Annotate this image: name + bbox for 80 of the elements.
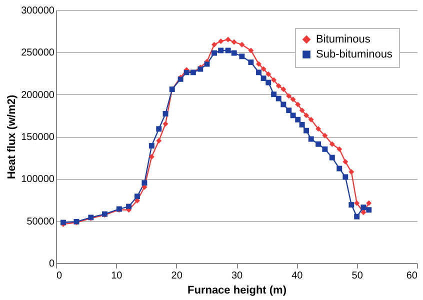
point [336, 146, 342, 152]
point [329, 154, 335, 160]
y-axis-title: Heat flux (w/m2) [6, 94, 18, 180]
point [218, 38, 224, 44]
point [286, 108, 292, 114]
point [354, 200, 360, 206]
point [212, 42, 217, 48]
y-tick-label: 0 [48, 258, 55, 270]
x-tick-label: 60 [406, 270, 418, 282]
point [162, 121, 168, 127]
point [142, 180, 148, 186]
point [329, 141, 335, 147]
point [271, 92, 277, 98]
point [295, 102, 301, 108]
y-tick-label: 100000 [21, 174, 55, 186]
point [360, 204, 366, 210]
y-tick-label: 50000 [26, 216, 55, 228]
point [366, 207, 372, 213]
point [126, 204, 132, 210]
point [290, 96, 296, 102]
point [156, 126, 162, 132]
legend-label: Bituminous [316, 34, 371, 46]
point [260, 66, 266, 72]
point [276, 83, 282, 89]
point [256, 61, 262, 67]
point [316, 126, 322, 132]
point [299, 108, 305, 114]
point [212, 50, 217, 56]
point [162, 110, 168, 116]
point [295, 116, 301, 122]
point [225, 36, 231, 42]
point [134, 194, 140, 200]
point [342, 159, 348, 165]
x-tick-label: 20 [171, 270, 183, 282]
point [354, 214, 360, 220]
point [239, 54, 245, 60]
point [304, 128, 310, 134]
x-tick-label: 40 [292, 270, 304, 282]
point [348, 202, 354, 208]
point [266, 71, 272, 77]
point [342, 174, 348, 180]
y-tick-label: 200000 [21, 90, 55, 101]
y-tick-label: 150000 [21, 132, 55, 143]
point [348, 169, 354, 175]
x-tick-label: 50 [352, 270, 364, 282]
point [260, 76, 266, 82]
point [148, 143, 154, 149]
point [308, 116, 314, 122]
point [316, 141, 322, 147]
x-tick-label: 30 [231, 270, 243, 282]
point [231, 39, 237, 45]
point [148, 154, 154, 160]
point [225, 48, 231, 54]
legend-label: Sub-bituminous [316, 48, 393, 60]
point [299, 122, 305, 128]
point [366, 200, 372, 206]
x-axis-title: Furnace height (m) [187, 284, 287, 296]
point [271, 77, 277, 83]
point [218, 48, 224, 54]
point [248, 48, 254, 54]
point [360, 210, 366, 216]
point [322, 132, 328, 138]
y-tick-label: 250000 [21, 48, 55, 59]
point [239, 42, 245, 48]
point [286, 93, 292, 99]
point [156, 138, 162, 144]
x-tick-label: 10 [111, 270, 123, 282]
point [304, 112, 310, 118]
point [276, 96, 282, 102]
point [290, 112, 296, 118]
point [280, 86, 286, 92]
point [336, 166, 342, 172]
point [322, 146, 328, 152]
point [266, 80, 272, 86]
x-tick-label: 0 [56, 270, 62, 282]
point [256, 70, 262, 76]
point [280, 102, 286, 108]
point [308, 136, 314, 142]
y-tick-label: 300000 [21, 6, 55, 16]
point [248, 60, 254, 66]
